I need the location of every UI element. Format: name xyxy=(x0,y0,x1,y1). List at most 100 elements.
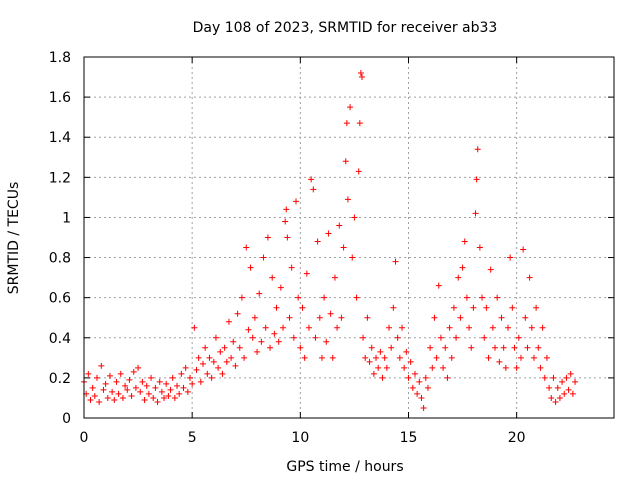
y-tick-label: 0.8 xyxy=(49,251,71,267)
data-point xyxy=(496,358,503,365)
data-point xyxy=(554,384,561,391)
x-axis-label: GPS time / hours xyxy=(286,459,403,475)
data-point xyxy=(119,394,126,401)
data-point xyxy=(135,364,142,371)
data-point xyxy=(221,344,228,351)
data-point xyxy=(280,324,287,331)
data-point xyxy=(305,324,312,331)
data-point xyxy=(420,404,427,411)
data-point xyxy=(522,314,529,321)
data-point xyxy=(543,354,550,361)
data-point xyxy=(409,384,416,391)
data-point xyxy=(552,398,559,405)
data-point xyxy=(297,344,304,351)
data-point xyxy=(316,314,323,321)
data-point xyxy=(455,274,462,281)
data-point xyxy=(530,354,537,361)
x-tick-label: 15 xyxy=(400,430,418,446)
data-point xyxy=(344,196,351,203)
data-point xyxy=(115,390,122,397)
data-point xyxy=(176,390,183,397)
data-point xyxy=(163,380,170,387)
data-point xyxy=(275,338,282,345)
data-point xyxy=(515,334,522,341)
ticks: 0 5 10 15 20 0 0.2 0.4 0.6 0.8 1 1.2 1.4 1.6 1.8 xyxy=(49,50,614,446)
data-point xyxy=(150,394,157,401)
data-point xyxy=(269,274,276,281)
data-point xyxy=(353,294,360,301)
data-point xyxy=(89,384,96,391)
data-point xyxy=(230,338,237,345)
data-point xyxy=(314,238,321,245)
y-tick-label: 0.4 xyxy=(49,331,71,347)
data-point xyxy=(422,374,429,381)
data-point xyxy=(284,234,291,241)
data-point xyxy=(386,324,393,331)
data-point xyxy=(195,354,202,361)
data-point xyxy=(416,378,423,385)
data-point xyxy=(264,234,271,241)
data-point xyxy=(375,364,382,371)
x-tick-label: 0 xyxy=(80,430,89,446)
data-point xyxy=(364,314,371,321)
data-point xyxy=(219,370,226,377)
data-point xyxy=(249,334,256,341)
data-point xyxy=(343,120,350,127)
y-tick-label: 1.8 xyxy=(49,50,71,66)
data-point xyxy=(91,392,98,399)
data-point xyxy=(238,294,245,301)
data-point xyxy=(537,364,544,371)
data-point xyxy=(187,374,193,381)
data-point xyxy=(295,294,302,301)
data-point xyxy=(435,282,442,289)
y-tick-label: 0.6 xyxy=(49,291,71,307)
y-axis-label: SRMTID / TECUs xyxy=(6,182,22,295)
data-point xyxy=(437,334,444,341)
data-point xyxy=(358,74,365,81)
data-point xyxy=(258,338,265,345)
data-point xyxy=(394,334,401,341)
data-point xyxy=(169,374,176,381)
data-point xyxy=(360,334,367,341)
data-point xyxy=(204,370,211,377)
data-point xyxy=(171,394,178,401)
data-point xyxy=(505,324,511,331)
data-point xyxy=(446,324,453,331)
data-point xyxy=(210,358,217,365)
data-point xyxy=(182,364,189,371)
data-point xyxy=(241,354,248,361)
data-point xyxy=(433,354,440,361)
data-point xyxy=(541,374,548,381)
data-point xyxy=(528,324,535,331)
data-point xyxy=(556,394,563,401)
data-point xyxy=(301,354,308,361)
data-point xyxy=(485,354,492,361)
data-point xyxy=(331,274,338,281)
data-point xyxy=(362,354,369,361)
data-point xyxy=(100,386,107,393)
data-point xyxy=(453,334,460,341)
data-point xyxy=(567,370,574,377)
data-point xyxy=(418,394,425,401)
data-point xyxy=(208,374,215,381)
data-point xyxy=(128,392,135,399)
data-point xyxy=(463,294,470,301)
data-point xyxy=(139,378,146,385)
y-tick-label: 1.2 xyxy=(49,170,71,186)
data-point xyxy=(563,374,570,381)
data-point xyxy=(254,348,261,355)
data-point xyxy=(327,310,334,317)
data-point xyxy=(561,390,568,397)
data-point xyxy=(509,304,516,311)
data-point xyxy=(152,384,159,391)
data-point xyxy=(342,158,349,165)
data-point xyxy=(174,382,181,389)
data-point xyxy=(180,384,187,391)
data-point xyxy=(535,344,542,351)
data-point xyxy=(102,380,109,387)
data-point xyxy=(565,386,572,393)
data-point xyxy=(167,386,174,393)
y-tick-label: 0 xyxy=(62,411,71,427)
data-point xyxy=(338,314,345,321)
